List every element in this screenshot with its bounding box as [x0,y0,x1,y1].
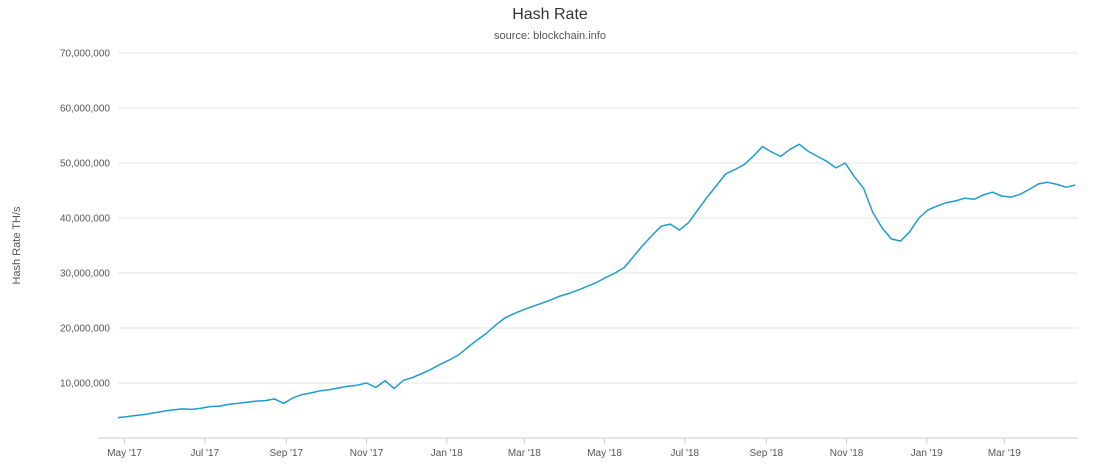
y-tick-labels: 10,000,000 20,000,000 30,000,000 40,000,000… [60,49,110,390]
x-tick-label: Jul '17 [190,448,219,459]
x-tick-label: Jan '18 [431,448,463,459]
x-ticks [124,438,1005,444]
x-tick-label: Mar '19 [988,448,1021,459]
x-tick-label: Nov '18 [830,448,864,459]
y-tick-label: 70,000,000 [60,49,110,60]
x-tick-label: Nov '17 [350,448,384,459]
series-layer [117,143,1076,419]
y-gridlines [118,52,1078,384]
x-tick-label: May '18 [587,448,622,459]
x-tick-label: Sep '18 [750,448,784,459]
chart-subtitle: source: blockchain.info [494,30,606,42]
series-line [117,143,1076,419]
y-tick-label: 20,000,000 [60,324,110,335]
x-tick-label: May '17 [107,448,142,459]
x-tick-labels: May '17 Jul '17 Sep '17 Nov '17 Jan '18 Mar '… [107,448,1021,459]
x-tick-label: Jan '19 [911,448,943,459]
y-tick-label: 60,000,000 [60,104,110,115]
y-tick-label: 10,000,000 [60,379,110,390]
y-axis-title: Hash Rate TH/s [11,206,23,285]
x-tick-label: Jul '18 [670,448,699,459]
x-tick-label: Mar '18 [508,448,541,459]
x-tick-label: Sep '17 [270,448,304,459]
y-tick-label: 40,000,000 [60,214,110,225]
chart-title: Hash Rate [512,6,588,23]
y-tick-label: 50,000,000 [60,159,110,170]
y-tick-label: 30,000,000 [60,269,110,280]
